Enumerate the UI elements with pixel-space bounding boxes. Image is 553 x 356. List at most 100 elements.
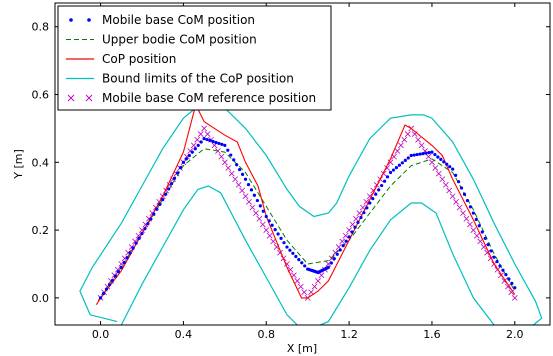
mobile-base-dot [332, 257, 336, 261]
reference-marker [270, 238, 277, 245]
x-tick-label: 1.6 [423, 328, 441, 341]
reference-marker [397, 142, 404, 149]
legend-item: Bound limits of the CoP position [66, 72, 294, 86]
mobile-base-dot [235, 163, 239, 167]
reference-marker [259, 221, 266, 228]
mobile-base-dot [385, 175, 390, 179]
mobile-base-dot [462, 192, 467, 196]
reference-marker [235, 182, 242, 188]
legend-x-icon [67, 94, 75, 102]
mobile-base-dot [465, 198, 470, 203]
reference-marker [249, 204, 256, 211]
mobile-base-dot [202, 136, 206, 141]
reference-marker [470, 227, 477, 233]
mobile-base-dot [134, 241, 138, 245]
mobile-base-dot [439, 157, 443, 161]
mobile-base-dot [350, 230, 354, 234]
y-axis-label: Y [m] [12, 149, 25, 180]
mobile-base-dot [492, 255, 496, 259]
legend-label: Mobile base CoM position [102, 13, 255, 27]
reference-marker [435, 170, 442, 177]
mobile-base-dot [377, 188, 381, 192]
mobile-base-dot [412, 153, 416, 157]
mobile-base-dot [371, 197, 375, 201]
mobile-base-dot [513, 286, 517, 290]
reference-marker [473, 232, 480, 239]
legend-label: Bound limits of the CoP position [102, 72, 294, 86]
reference-marker [315, 278, 321, 284]
reference-marker [253, 210, 259, 217]
mobile-base-dot [279, 236, 283, 240]
mobile-base-dot [424, 151, 428, 155]
mobile-base-dot [282, 241, 286, 245]
mobile-base-dot [483, 236, 487, 240]
reference-marker [425, 153, 432, 160]
reference-marker [508, 289, 515, 296]
mobile-base-dot [445, 162, 449, 166]
reference-marker [297, 283, 304, 290]
mobile-base-dot [341, 243, 345, 248]
reference-marker [449, 193, 456, 200]
reference-marker [446, 187, 453, 194]
mobile-base-dot [107, 283, 112, 287]
reference-marker [467, 221, 473, 228]
x-axis-label: X [m] [287, 342, 317, 355]
mobile-base-dot [143, 227, 147, 231]
x-tick-label: 1.2 [340, 328, 358, 341]
reference-marker [342, 232, 349, 239]
mobile-base-dot [456, 180, 461, 184]
mobile-base-dot [388, 170, 393, 175]
x-tick-label: 0.8 [258, 328, 276, 341]
mobile-base-dot [498, 264, 502, 268]
mobile-base-dot [149, 217, 153, 221]
legend-item: Upper bodie CoM position [66, 33, 257, 47]
mobile-base-dot [291, 251, 295, 255]
reference-marker [415, 136, 422, 143]
mobile-base-dot [199, 140, 203, 144]
legend-label: Mobile base CoM reference position [102, 91, 316, 105]
mobile-base-dot [261, 209, 265, 213]
reference-marker [404, 131, 411, 137]
mobile-base-dot [193, 147, 197, 151]
reference-marker [218, 153, 225, 160]
reference-marker [387, 159, 394, 166]
reference-marker [228, 170, 235, 177]
mobile-base-dot [276, 232, 280, 236]
reference-marker [221, 159, 228, 166]
mobile-base-dot [403, 158, 407, 162]
mobile-base-dot [459, 186, 464, 190]
x-tick-label: 2.0 [506, 328, 524, 341]
mobile-base-dot [152, 212, 156, 216]
mobile-base-dot [288, 248, 292, 252]
mobile-base-dot [477, 224, 481, 228]
mobile-base-dot [258, 204, 262, 208]
mobile-base-dot [356, 220, 360, 224]
reference-marker [418, 142, 425, 149]
mobile-base-dot [125, 256, 129, 260]
legend-item: CoP position [66, 52, 176, 66]
mobile-base-dot [454, 173, 458, 177]
y-tick-label: 0.8 [32, 21, 50, 34]
mobile-base-dot [104, 287, 109, 291]
mobile-base-dot [223, 143, 227, 147]
mobile-base-dot [374, 192, 378, 196]
x-ticks-layer: 0.0 0.4 0.8 1.2 1.6 2.0 [92, 3, 524, 341]
mobile-base-dot [409, 153, 413, 158]
legend-frame [57, 5, 332, 111]
mobile-base-dot [110, 278, 114, 283]
mobile-base-dot [380, 183, 384, 188]
mobile-base-dot [468, 205, 473, 209]
mobile-base-dot [98, 296, 103, 300]
mobile-base-dot [122, 260, 126, 265]
mobile-base-dot [326, 265, 330, 269]
mobile-base-dot [249, 188, 254, 192]
mobile-base-dot [211, 139, 215, 144]
mobile-base-dot [294, 254, 298, 259]
mobile-base-dot [415, 152, 419, 157]
mobile-base-dot [131, 246, 135, 250]
reference-marker [311, 283, 318, 290]
legend-label: CoP position [102, 52, 176, 66]
mobile-base-dot [383, 179, 387, 183]
reference-marker [318, 272, 325, 279]
